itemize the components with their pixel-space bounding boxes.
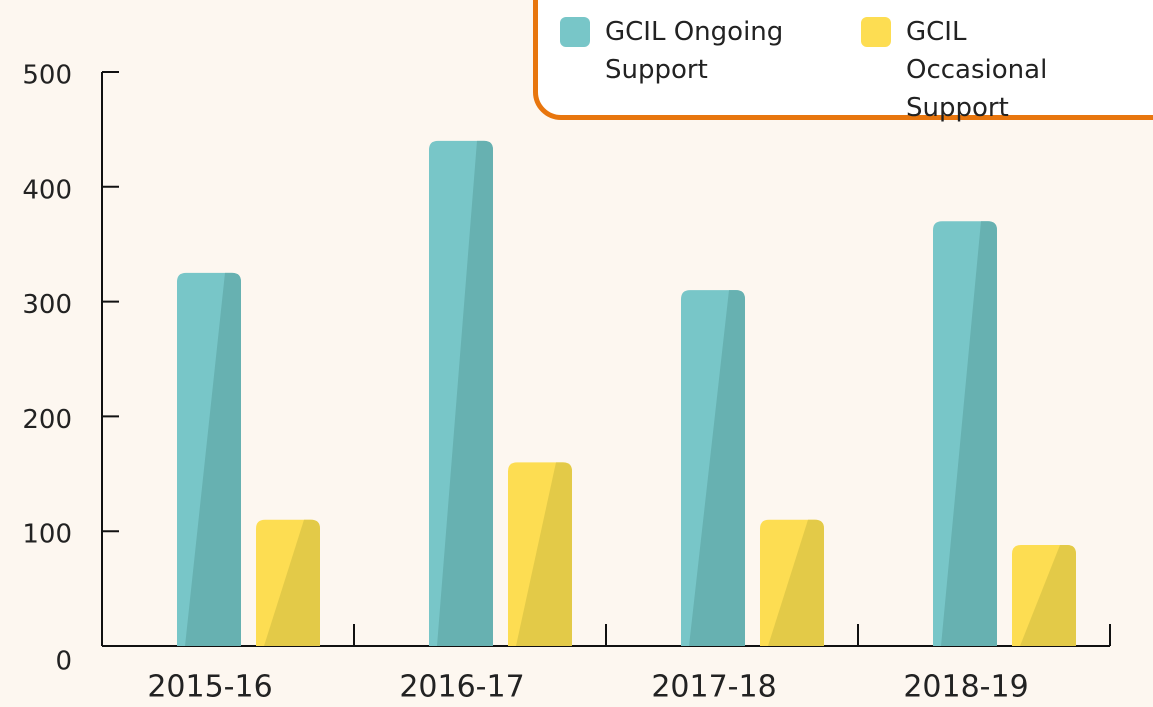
- legend-entry: GCIL Occasional Support: [861, 17, 1116, 127]
- y-tick-label: 200: [22, 405, 72, 435]
- bar-shade: [185, 272, 241, 646]
- bar-shade: [264, 519, 320, 646]
- legend-swatch: [861, 17, 891, 47]
- legend-swatch: [560, 17, 590, 47]
- y-tick-label: 100: [22, 520, 72, 550]
- x-tick-label: 2018-19: [903, 670, 1028, 705]
- y-tick-label: 0: [55, 647, 72, 677]
- bar-shade: [516, 462, 572, 646]
- y-tick-label: 300: [22, 290, 72, 320]
- bar-shade: [689, 290, 745, 646]
- x-tick-label: 2017-18: [651, 670, 776, 705]
- legend-entry: GCIL Ongoing Support: [560, 17, 815, 89]
- y-tick-label: 400: [22, 175, 72, 205]
- y-tick-label: 500: [22, 61, 72, 91]
- bar-shade: [768, 519, 824, 646]
- x-tick-label: 2016-17: [399, 670, 524, 705]
- bar-shade: [437, 140, 493, 646]
- legend-label: GCIL Occasional Support: [906, 17, 1048, 123]
- legend: GCIL Ongoing Support GCIL Occasional Supp…: [533, 0, 1153, 123]
- bar-shade: [941, 221, 997, 647]
- x-tick-label: 2015-16: [147, 670, 272, 705]
- bar-shade: [1020, 544, 1076, 646]
- legend-label: GCIL Ongoing Support: [605, 17, 784, 85]
